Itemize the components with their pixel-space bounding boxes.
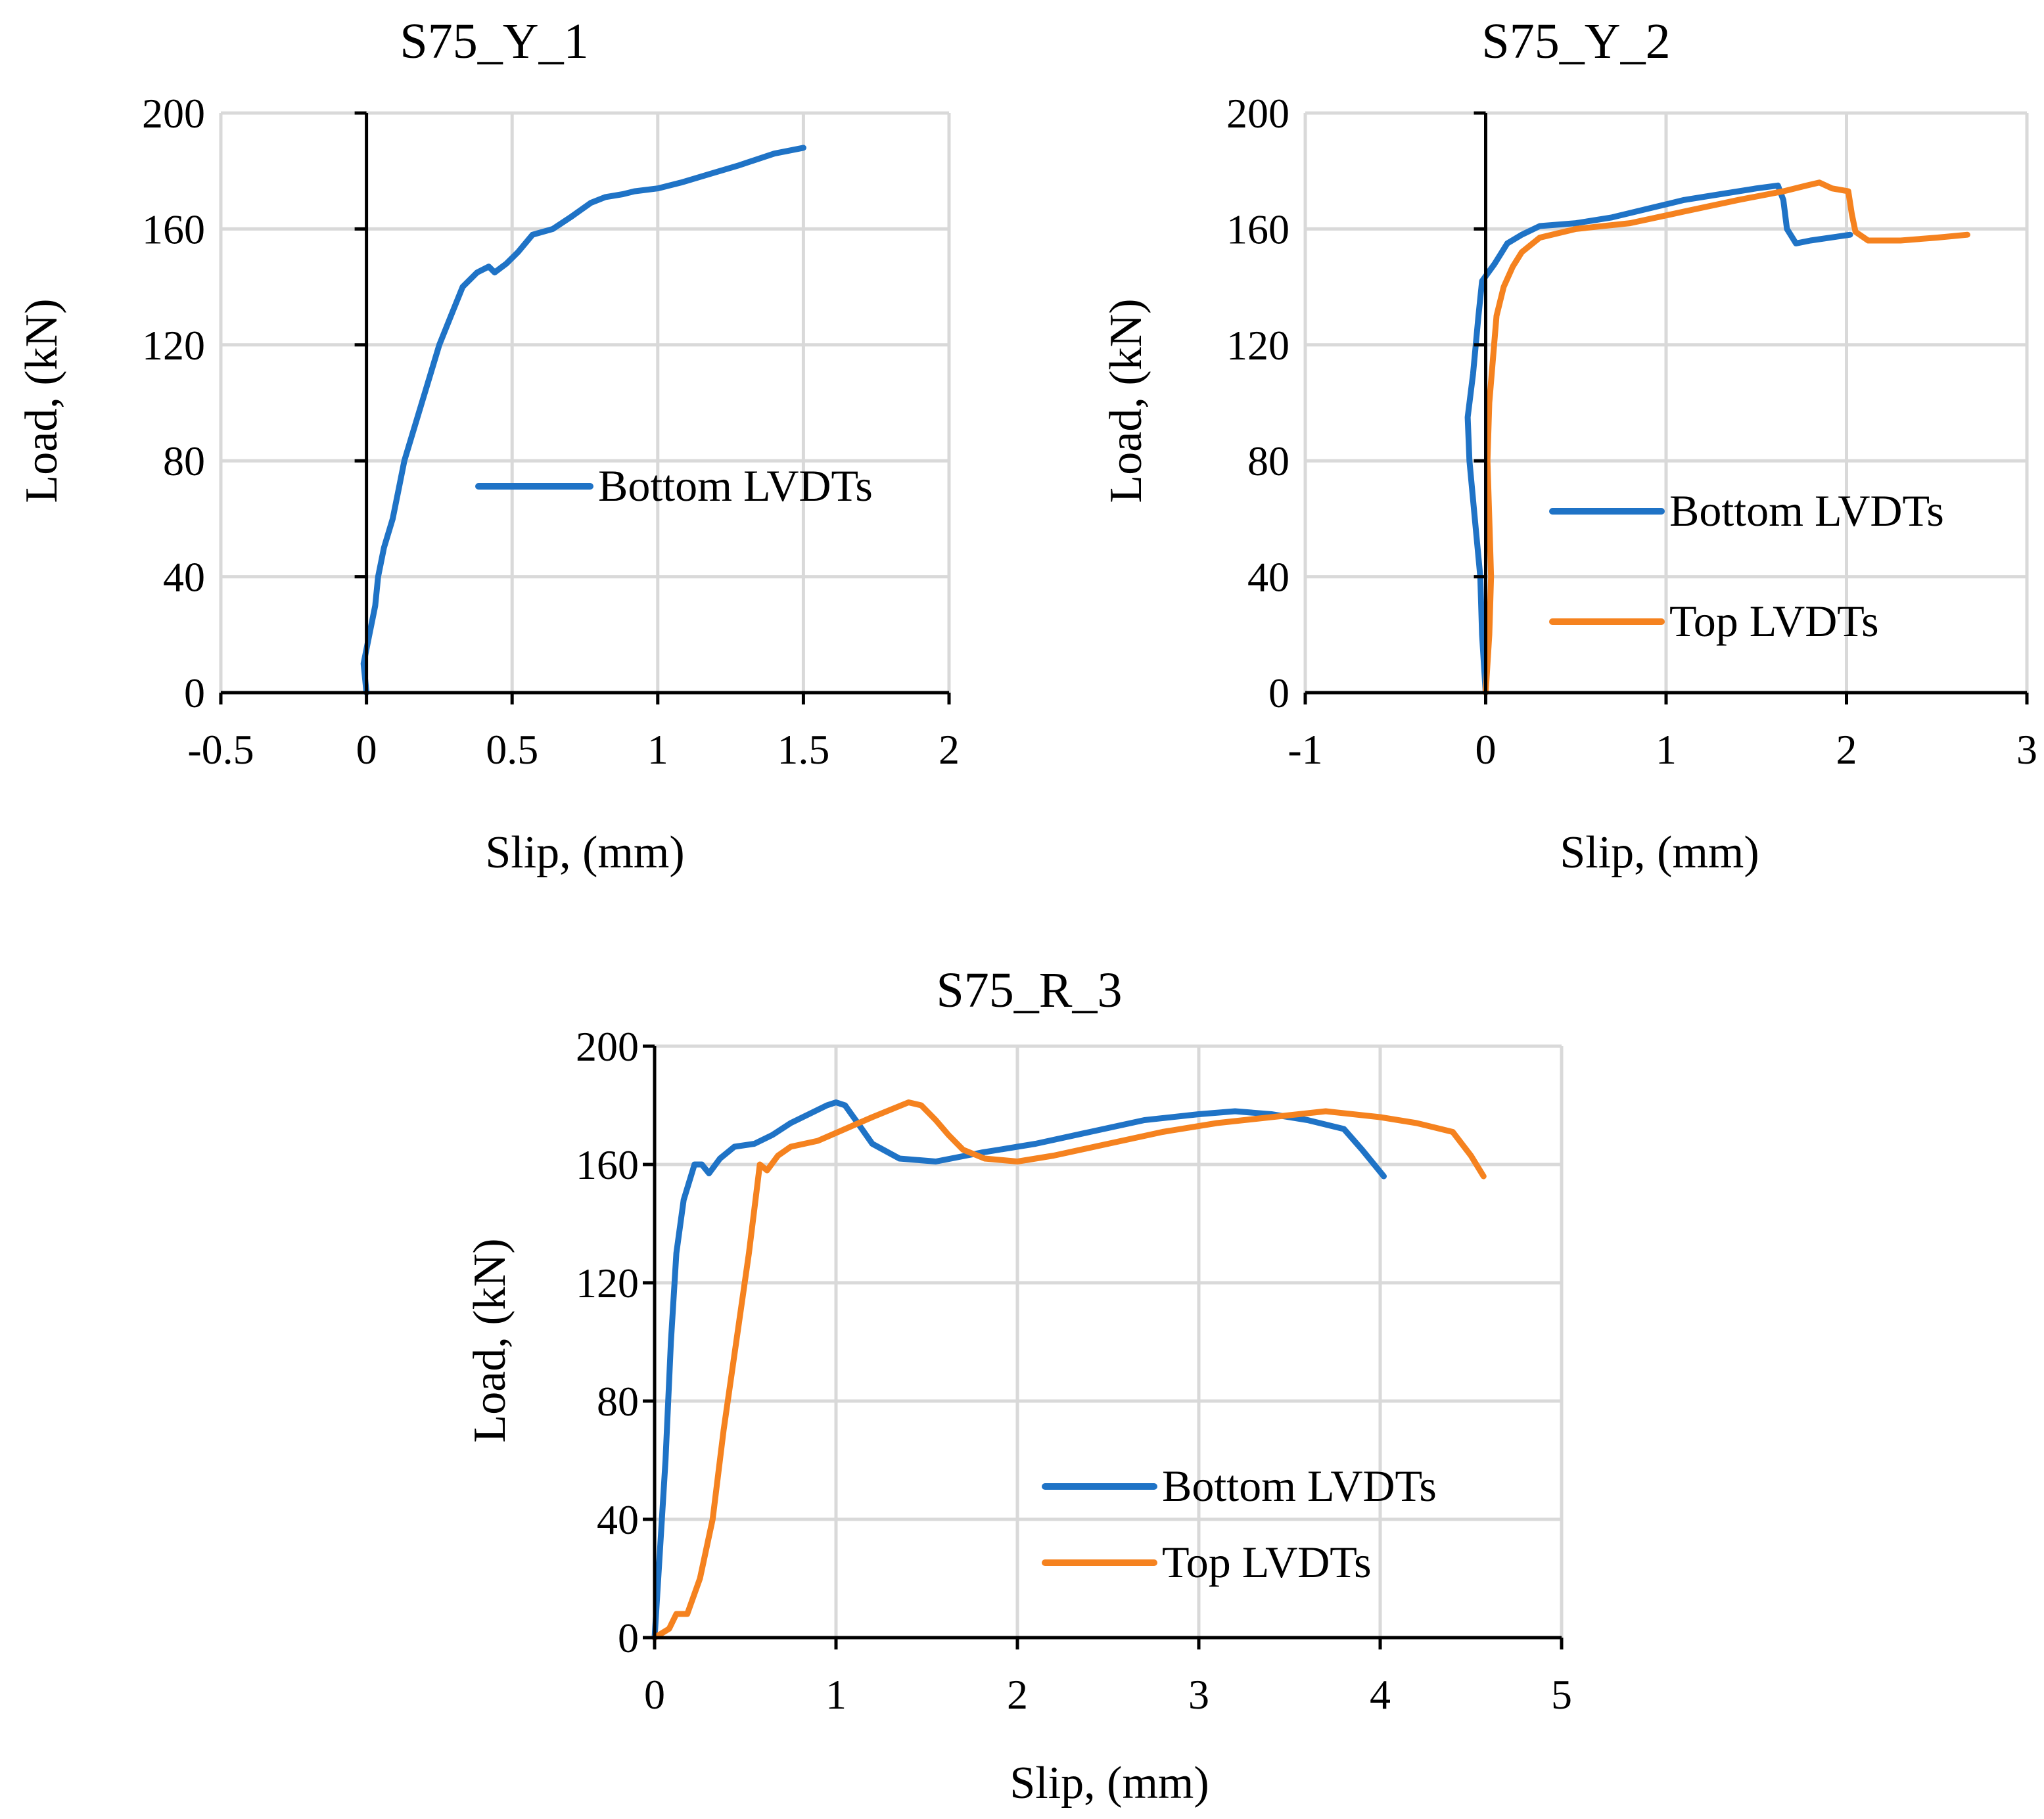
y-tick-label: 40 bbox=[1247, 554, 1289, 601]
chart-title: S75_Y_2 bbox=[1481, 14, 1670, 69]
legend-label-bottom-lvdts: Bottom LVDTs bbox=[1162, 1461, 1437, 1511]
y-tick-label: 40 bbox=[163, 554, 205, 601]
axes bbox=[643, 1044, 1564, 1649]
x-tick-label: 1 bbox=[825, 1671, 847, 1718]
x-tick-label: 3 bbox=[1188, 1671, 1209, 1718]
series-line-top-lvdts bbox=[1483, 179, 1970, 696]
legend-label-top-lvdts: Top LVDTs bbox=[1669, 596, 1879, 646]
y-tick-label: 80 bbox=[597, 1378, 639, 1425]
y-tick-label: 0 bbox=[184, 670, 205, 716]
series-layer bbox=[651, 1099, 1487, 1641]
y-tick-label: 40 bbox=[597, 1496, 639, 1543]
axes bbox=[1303, 111, 2029, 704]
x-tick-label: -0.5 bbox=[187, 726, 254, 773]
x-tick-label: 0 bbox=[644, 1671, 665, 1718]
y-tick-label: 160 bbox=[1226, 206, 1289, 252]
x-axis-label: Slip, (mm) bbox=[1560, 827, 1759, 878]
x-tick-label: 0 bbox=[1475, 726, 1497, 773]
y-tick-label: 120 bbox=[576, 1260, 639, 1306]
legend: Bottom LVDTs Top LVDTs bbox=[1042, 1461, 1437, 1587]
series-line-bottom-lvdts bbox=[1464, 182, 1853, 696]
x-tick-label: 1.5 bbox=[777, 726, 829, 773]
gridlines bbox=[1303, 111, 2029, 693]
chart-title: S75_R_3 bbox=[937, 963, 1123, 1018]
chart-panel-s75-y-1: S75_Y_1 -0.5 0 0.5 1 1.5 2 0 40 80 120 160 200 Slip… bbox=[16, 14, 960, 878]
y-tick-label: 160 bbox=[576, 1141, 639, 1188]
x-tick-label: 0.5 bbox=[486, 726, 538, 773]
y-tick-label: 120 bbox=[142, 322, 205, 369]
legend: Bottom LVDTs bbox=[475, 461, 873, 511]
y-axis-label: Load, (kN) bbox=[1101, 298, 1151, 503]
legend-label-bottom-lvdts: Bottom LVDTs bbox=[598, 461, 873, 511]
y-tick-label: 160 bbox=[142, 206, 205, 252]
x-axis-label: Slip, (mm) bbox=[1010, 1758, 1209, 1808]
tick-labels: -0.5 0 0.5 1 1.5 2 0 40 80 120 160 200 bbox=[142, 90, 960, 773]
y-tick-label: 200 bbox=[1226, 90, 1289, 137]
x-tick-label: 2 bbox=[1007, 1671, 1028, 1718]
x-axis-label: Slip, (mm) bbox=[485, 827, 684, 878]
y-tick-label: 80 bbox=[1247, 438, 1289, 484]
x-tick-label: 4 bbox=[1370, 1671, 1391, 1718]
gridlines bbox=[655, 1044, 1564, 1638]
series-line-bottom-lvdts bbox=[651, 1099, 1387, 1641]
x-tick-label: 1 bbox=[1656, 726, 1677, 773]
y-tick-label: 0 bbox=[1268, 670, 1289, 716]
y-tick-label: 200 bbox=[576, 1023, 639, 1070]
tick-labels: 0 1 2 3 4 5 0 40 80 120 160 200 bbox=[576, 1023, 1572, 1718]
legend-label-bottom-lvdts: Bottom LVDTs bbox=[1669, 486, 1944, 536]
x-tick-label: 5 bbox=[1551, 1671, 1572, 1718]
tick-labels: -1 0 1 2 3 0 40 80 120 160 200 bbox=[1226, 90, 2037, 773]
y-tick-label: 0 bbox=[618, 1615, 639, 1661]
y-tick-label: 120 bbox=[1226, 322, 1289, 369]
x-tick-label: 2 bbox=[1836, 726, 1857, 773]
legend: Bottom LVDTs Top LVDTs bbox=[1549, 486, 1944, 646]
series-layer bbox=[360, 145, 806, 696]
x-tick-label: 3 bbox=[2016, 726, 2037, 773]
x-tick-label: 1 bbox=[647, 726, 668, 773]
series-layer bbox=[1464, 179, 1970, 696]
series-line-bottom-lvdts bbox=[360, 145, 806, 696]
y-axis-label: Load, (kN) bbox=[465, 1238, 515, 1442]
legend-label-top-lvdts: Top LVDTs bbox=[1162, 1537, 1372, 1587]
y-tick-label: 80 bbox=[163, 438, 205, 484]
series-line-top-lvdts bbox=[651, 1099, 1487, 1641]
y-axis-label: Load, (kN) bbox=[16, 298, 67, 503]
x-tick-label: -1 bbox=[1288, 726, 1322, 773]
x-tick-label: 0 bbox=[356, 726, 377, 773]
axes bbox=[219, 111, 951, 704]
x-tick-label: 2 bbox=[939, 726, 960, 773]
gridlines bbox=[219, 111, 951, 693]
y-tick-label: 200 bbox=[142, 90, 205, 137]
chart-title: S75_Y_1 bbox=[400, 14, 588, 69]
